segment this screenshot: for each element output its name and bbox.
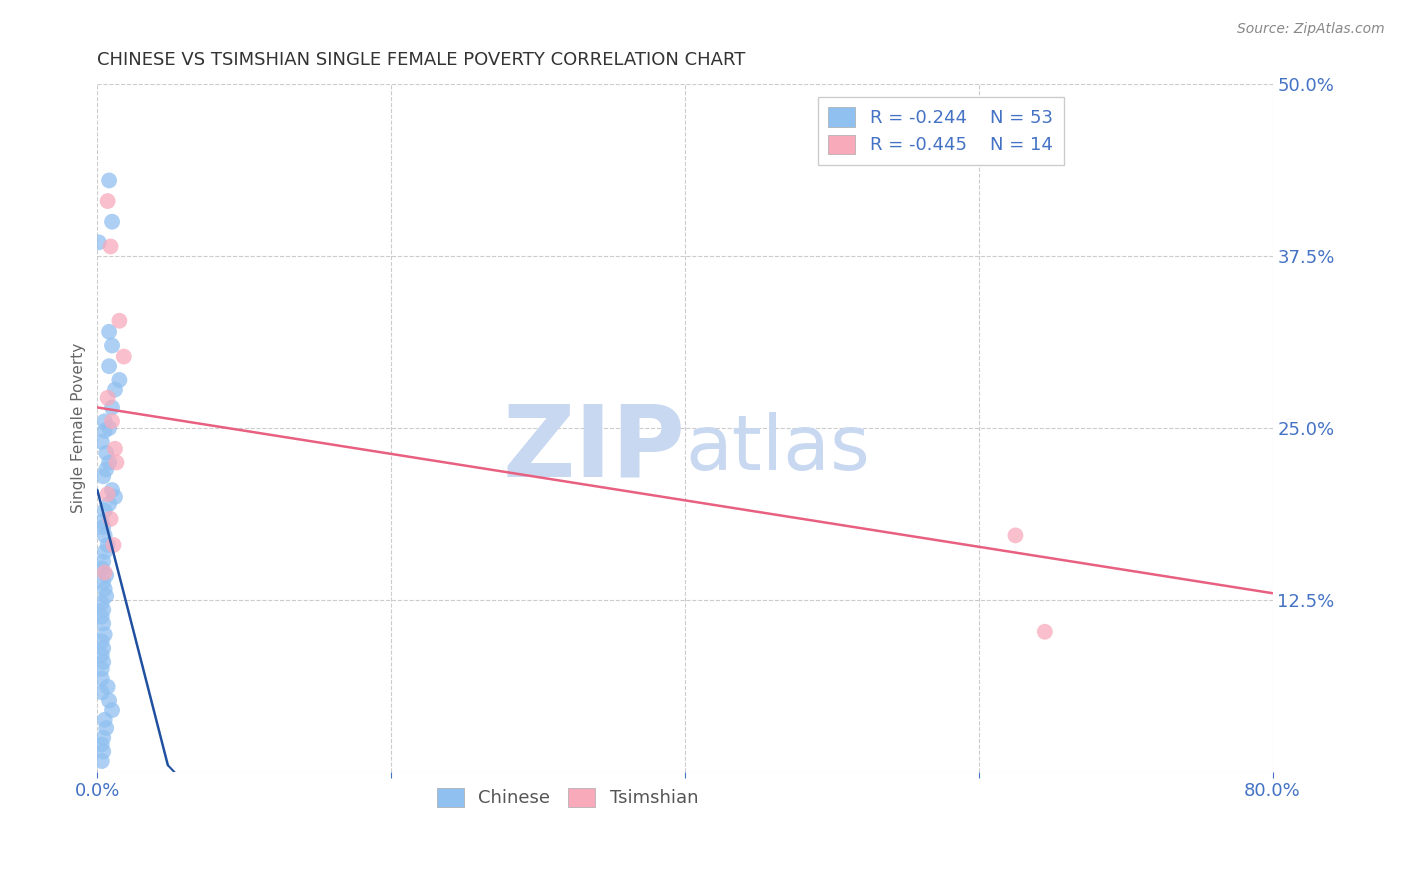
Point: [91, 744, 114, 758]
Point: [100, 239, 122, 253]
Point: [90, 738, 112, 752]
Point: [101, 703, 124, 717]
Point: [100, 512, 122, 526]
Point: [98, 421, 121, 435]
Text: ZIP: ZIP: [502, 401, 685, 497]
Point: [91, 520, 114, 534]
Text: CHINESE VS TSIMSHIAN SINGLE FEMALE POVERTY CORRELATION CHART: CHINESE VS TSIMSHIAN SINGLE FEMALE POVER…: [97, 51, 745, 69]
Point: [108, 314, 131, 328]
Point: [103, 538, 125, 552]
Point: [98, 455, 121, 469]
Point: [104, 383, 127, 397]
Point: [101, 215, 124, 229]
Point: [101, 483, 124, 497]
Point: [93, 582, 115, 596]
Point: [87, 235, 110, 250]
Point: [108, 373, 131, 387]
Point: [91, 555, 114, 569]
Point: [91, 575, 114, 590]
Legend: Chinese, Tsimshian: Chinese, Tsimshian: [429, 780, 706, 814]
Point: [96, 568, 118, 582]
Point: [97, 487, 120, 501]
Point: [93, 566, 115, 580]
Point: [97, 538, 120, 552]
Point: [112, 350, 135, 364]
Point: [96, 446, 118, 460]
Point: [97, 194, 120, 208]
Point: [1033, 624, 1056, 639]
Point: [91, 616, 114, 631]
Point: [91, 731, 114, 745]
Point: [93, 627, 115, 641]
Point: [90, 434, 112, 449]
Point: [101, 401, 124, 415]
Point: [98, 497, 121, 511]
Point: [90, 634, 112, 648]
Point: [90, 662, 112, 676]
Point: [101, 338, 124, 352]
Point: [90, 515, 112, 529]
Point: [1004, 528, 1026, 542]
Point: [93, 424, 115, 438]
Point: [90, 596, 112, 610]
Point: [91, 603, 114, 617]
Point: [90, 685, 112, 699]
Point: [98, 325, 121, 339]
Point: [93, 713, 115, 727]
Point: [98, 173, 121, 187]
Point: [93, 528, 115, 542]
Point: [90, 648, 112, 662]
Text: atlas: atlas: [685, 412, 870, 486]
Point: [96, 721, 118, 735]
Point: [90, 754, 112, 768]
Y-axis label: Single Female Poverty: Single Female Poverty: [72, 343, 86, 513]
Point: [105, 455, 128, 469]
Point: [90, 609, 112, 624]
Point: [101, 414, 124, 428]
Point: [97, 680, 120, 694]
Point: [96, 589, 118, 603]
Point: [91, 469, 114, 483]
Point: [96, 462, 118, 476]
Point: [98, 693, 121, 707]
Point: [90, 561, 112, 575]
Text: Source: ZipAtlas.com: Source: ZipAtlas.com: [1237, 22, 1385, 37]
Point: [104, 442, 127, 456]
Point: [97, 391, 120, 405]
Point: [98, 359, 121, 374]
Point: [93, 414, 115, 428]
Point: [93, 503, 115, 517]
Point: [90, 672, 112, 686]
Point: [104, 490, 127, 504]
Point: [93, 545, 115, 559]
Point: [91, 655, 114, 669]
Point: [91, 641, 114, 656]
